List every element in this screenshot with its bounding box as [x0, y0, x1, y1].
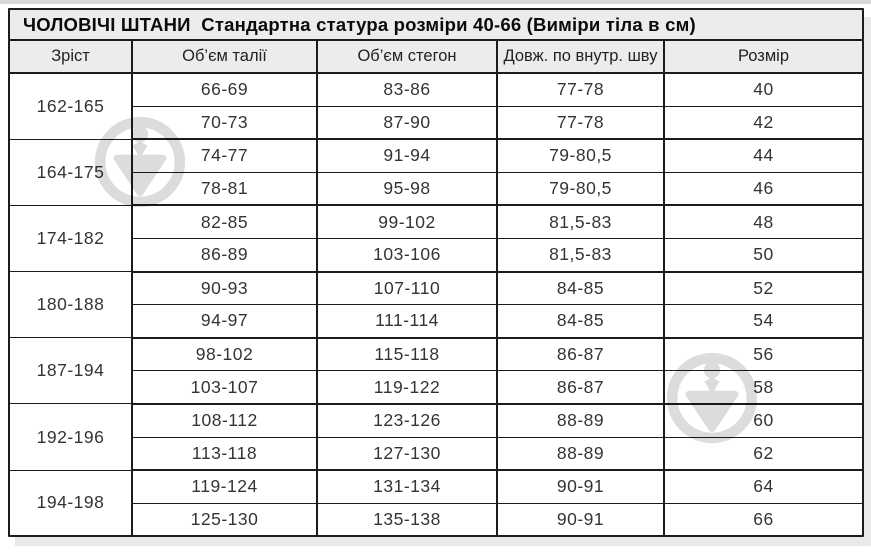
size-cell: 52 [663, 271, 862, 306]
size-cell: 44 [663, 139, 862, 173]
inseam-cell: 79-80,5 [496, 172, 664, 207]
hips-cell: 127-130 [316, 437, 497, 472]
waist-cell: 70-73 [131, 106, 317, 141]
waist-cell: 74-77 [131, 139, 317, 173]
waist-cell: 108-112 [131, 403, 317, 438]
table-row: 194-198 119-124 131-134 90-91 64 [10, 470, 862, 512]
table-row: 162-165 66-69 83-86 77-78 40 [10, 73, 862, 140]
table-row: 70-73 87-90 77-78 42 [10, 106, 862, 141]
hips-cell: 87-90 [316, 106, 497, 141]
size-cell: 66 [663, 503, 862, 536]
table-row: 103-107 119-122 86-87 58 [10, 370, 862, 405]
table-row: 125-130 135-138 90-91 66 [10, 503, 862, 536]
size-cell: 60 [663, 403, 862, 438]
hips-cell: 119-122 [316, 370, 497, 405]
inseam-cell: 77-78 [496, 73, 664, 107]
size-cell: 58 [663, 370, 862, 405]
inseam-cell: 84-85 [496, 304, 664, 339]
size-cell: 56 [663, 337, 862, 372]
size-cell: 62 [663, 437, 862, 472]
height-cell: 174-182 [10, 205, 132, 273]
col-header-inseam: Довж. по внутр. шву [496, 41, 664, 74]
hips-cell: 83-86 [316, 73, 497, 107]
height-cell: 164-175 [10, 139, 132, 206]
inseam-cell: 77-78 [496, 106, 664, 141]
waist-cell: 113-118 [131, 437, 317, 472]
hips-cell: 123-126 [316, 403, 497, 438]
table-row: 86-89 103-106 81,5-83 50 [10, 238, 862, 273]
waist-cell: 119-124 [131, 470, 317, 504]
hips-cell: 99-102 [316, 205, 497, 239]
hips-cell: 135-138 [316, 503, 497, 536]
col-header-waist: Об’єм талії [131, 41, 317, 74]
size-cell: 46 [663, 172, 862, 207]
size-cell: 42 [663, 106, 862, 141]
col-header-size: Розмір [663, 41, 862, 74]
hips-cell: 95-98 [316, 172, 497, 207]
waist-cell: 90-93 [131, 271, 317, 306]
inseam-cell: 88-89 [496, 437, 664, 472]
inseam-cell: 86-87 [496, 370, 664, 405]
inseam-cell: 81,5-83 [496, 238, 664, 273]
inseam-cell: 88-89 [496, 403, 664, 438]
waist-cell: 78-81 [131, 172, 317, 207]
col-header-height: Зріст [10, 41, 132, 74]
table-row: 180-188 90-93 107-110 84-85 52 [10, 271, 862, 339]
inseam-cell: 90-91 [496, 503, 664, 536]
hips-cell: 107-110 [316, 271, 497, 306]
hips-cell: 115-118 [316, 337, 497, 372]
hips-cell: 103-106 [316, 238, 497, 273]
height-cell: 192-196 [10, 403, 132, 471]
col-header-hips: Об’єм стегон [316, 41, 497, 74]
waist-cell: 94-97 [131, 304, 317, 339]
table-row: 113-118 127-130 88-89 62 [10, 437, 862, 472]
waist-cell: 103-107 [131, 370, 317, 405]
chart-title: ЧОЛОВІЧІ ШТАНИ Стандартна статура розмір… [10, 10, 862, 41]
table-row: 187-194 98-102 115-118 86-87 56 [10, 337, 862, 405]
height-cell: 187-194 [10, 337, 132, 405]
height-cell: 162-165 [10, 73, 132, 140]
inseam-cell: 90-91 [496, 470, 664, 504]
size-cell: 40 [663, 73, 862, 107]
inseam-cell: 81,5-83 [496, 205, 664, 239]
waist-cell: 66-69 [131, 73, 317, 107]
inseam-cell: 86-87 [496, 337, 664, 372]
height-cell: 180-188 [10, 271, 132, 339]
header-row: Зріст Об’єм талії Об’єм стегон Довж. по … [10, 41, 862, 74]
inseam-cell: 84-85 [496, 271, 664, 306]
waist-cell: 98-102 [131, 337, 317, 372]
table-row: 174-182 82-85 99-102 81,5-83 48 [10, 205, 862, 273]
table-row: 78-81 95-98 79-80,5 46 [10, 172, 862, 207]
size-chart-card: ЧОЛОВІЧІ ШТАНИ Стандартна статура розмір… [8, 8, 864, 538]
hips-cell: 131-134 [316, 470, 497, 504]
table-row: 94-97 111-114 84-85 54 [10, 304, 862, 339]
height-cell: 194-198 [36, 492, 105, 513]
table-row: 164-175 74-77 91-94 79-80,5 44 [10, 139, 862, 206]
table-row: 192-196 108-112 123-126 88-89 60 [10, 403, 862, 471]
inseam-cell: 79-80,5 [496, 139, 664, 173]
waist-cell: 125-130 [131, 503, 317, 536]
size-table: Зріст Об’єм талії Об’єм стегон Довж. по … [10, 41, 862, 536]
size-cell: 50 [663, 238, 862, 273]
hips-cell: 91-94 [316, 139, 497, 173]
size-cell: 54 [663, 304, 862, 339]
size-cell: 48 [663, 205, 862, 239]
waist-cell: 82-85 [131, 205, 317, 239]
waist-cell: 86-89 [131, 238, 317, 273]
hips-cell: 111-114 [316, 304, 497, 339]
page-top-strip [0, 0, 871, 4]
size-cell: 64 [663, 470, 862, 504]
